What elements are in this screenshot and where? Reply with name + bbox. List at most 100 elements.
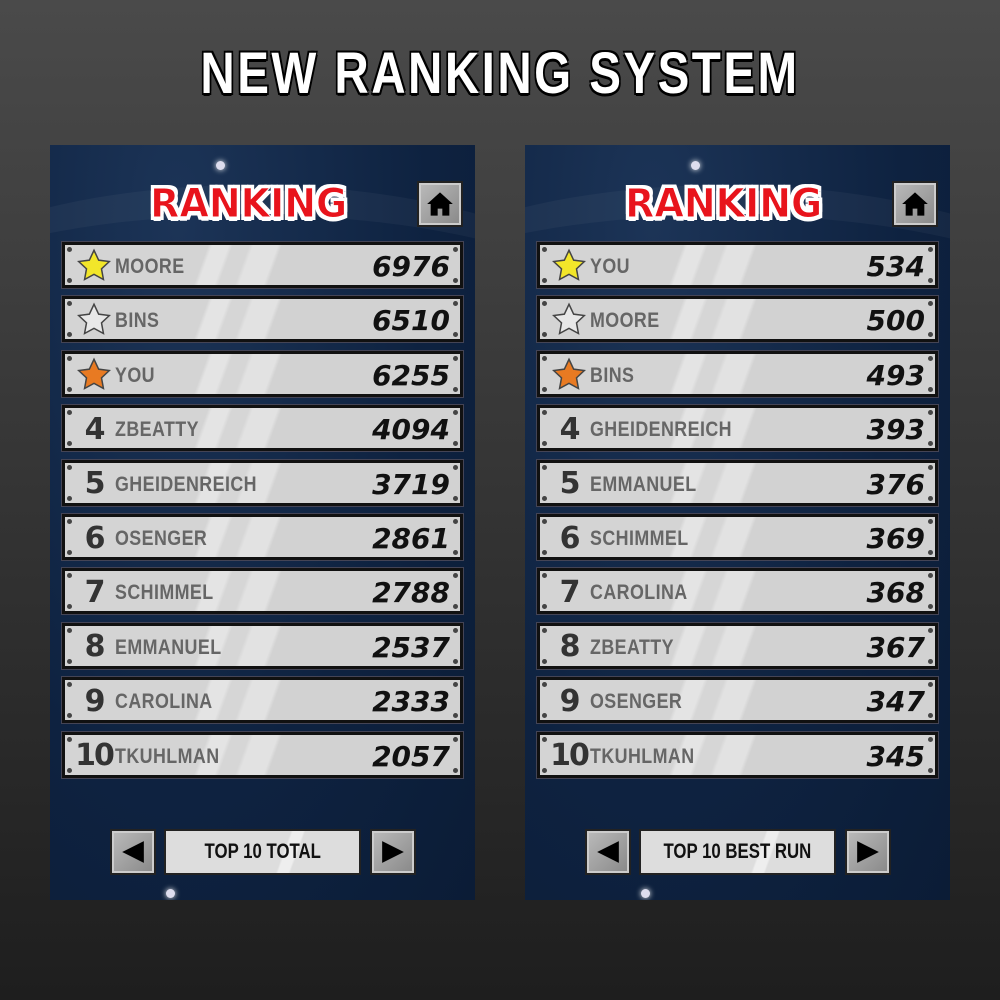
rank-number: 9: [559, 683, 581, 719]
rank-number: 4: [559, 411, 581, 447]
panel-title: RANKING: [624, 181, 823, 228]
player-name: MOORE: [115, 255, 185, 278]
player-name: TKUHLMAN: [590, 744, 695, 768]
silver-star-icon: [550, 301, 588, 339]
leaderboard-row: MOORE 6976: [62, 242, 463, 288]
arrow-left-icon: [122, 841, 144, 863]
rank-number: 7: [84, 574, 106, 610]
player-name: CAROLINA: [590, 581, 688, 605]
player-name: OSENGER: [590, 690, 683, 714]
rank-number: 6: [84, 520, 106, 556]
player-score: 6255: [372, 358, 450, 392]
player-name: CAROLINA: [115, 690, 213, 714]
leaderboard-row: 5 EMMANUEL 376: [537, 459, 938, 506]
player-score: 347: [866, 685, 925, 719]
previous-button[interactable]: [110, 829, 156, 875]
next-button[interactable]: [370, 829, 416, 875]
player-name: ZBEATTY: [590, 635, 674, 659]
arrow-right-icon: [382, 841, 404, 863]
leaderboard-row: 9 OSENGER 347: [537, 677, 938, 724]
panel-title: RANKING: [149, 181, 348, 228]
leaderboard-row: MOORE 500: [537, 296, 938, 343]
leaderboard-row: 4 GHEIDENREICH 393: [537, 405, 938, 452]
rank-number: 6: [559, 520, 581, 556]
leaderboard-row: 10 TKUHLMAN 345: [537, 731, 938, 778]
player-score: 369: [866, 522, 925, 555]
player-score: 2333: [372, 685, 450, 719]
leaderboard-row: BINS 6510: [62, 296, 463, 343]
home-icon: [902, 192, 928, 216]
player-score: 500: [866, 304, 925, 338]
player-score: 4094: [372, 413, 450, 447]
player-score: 367: [866, 630, 925, 664]
player-score: 376: [866, 467, 925, 501]
leaderboard-row: 4 ZBEATTY 4094: [62, 405, 463, 452]
rank-number: 7: [559, 574, 581, 610]
bronze-star-icon: [550, 356, 588, 394]
rank-number: 4: [84, 411, 106, 447]
player-name: GHEIDENREICH: [590, 418, 732, 442]
player-score: 2057: [372, 739, 450, 773]
ranking-panel: RANKING MOORE 6976 BINS 6510 YOU 6255 4 …: [50, 145, 475, 900]
decor-dot: [641, 889, 650, 898]
ranking-panel: RANKING YOU 534 MOORE 500 BINS 493 4 GHE…: [525, 145, 950, 900]
decor-dot: [216, 161, 225, 170]
rank-number: 8: [84, 629, 106, 665]
leaderboard-row: 9 CAROLINA 2333: [62, 677, 463, 724]
player-name: SCHIMMEL: [590, 527, 689, 550]
leaderboard-row: 8 ZBEATTY 367: [537, 622, 938, 669]
decor-dot: [166, 889, 175, 898]
next-button[interactable]: [845, 829, 891, 875]
gold-star-icon: [550, 247, 588, 285]
arrow-right-icon: [857, 841, 879, 863]
player-name: BINS: [590, 363, 635, 387]
leaderboard-row: 6 OSENGER 2861: [62, 514, 463, 560]
player-name: OSENGER: [115, 527, 208, 550]
player-name: TKUHLMAN: [115, 744, 220, 768]
player-score: 2537: [372, 630, 450, 664]
rank-number: 9: [84, 683, 106, 719]
home-icon: [427, 192, 453, 216]
home-button[interactable]: [417, 181, 463, 227]
player-score: 2861: [372, 522, 450, 555]
player-score: 3719: [372, 467, 450, 501]
rank-number: 5: [559, 466, 581, 502]
player-name: SCHIMMEL: [115, 581, 214, 605]
headline: NEW RANKING SYSTEM: [200, 41, 800, 106]
player-name: MOORE: [590, 309, 660, 333]
leaderboard-mode-label: TOP 10 TOTAL: [164, 829, 361, 875]
rank-number: 10: [75, 738, 115, 774]
decor-dot: [691, 161, 700, 170]
leaderboard-row: 5 GHEIDENREICH 3719: [62, 459, 463, 506]
leaderboard-row: 7 SCHIMMEL 2788: [62, 568, 463, 615]
previous-button[interactable]: [585, 829, 631, 875]
rank-number: 5: [84, 466, 106, 502]
player-name: ZBEATTY: [115, 418, 199, 442]
player-name: GHEIDENREICH: [115, 472, 257, 496]
leaderboard-row: 8 EMMANUEL 2537: [62, 622, 463, 669]
player-score: 6510: [372, 304, 450, 338]
player-score: 368: [866, 576, 925, 610]
player-name: BINS: [115, 309, 160, 333]
leaderboard-row: 7 CAROLINA 368: [537, 568, 938, 615]
leaderboard-row: YOU 534: [537, 242, 938, 288]
leaderboard-row: 10 TKUHLMAN 2057: [62, 731, 463, 778]
player-name: EMMANUEL: [590, 472, 697, 496]
bronze-star-icon: [75, 356, 113, 394]
silver-star-icon: [75, 301, 113, 339]
player-score: 345: [866, 739, 925, 773]
leaderboard-row: YOU 6255: [62, 350, 463, 397]
arrow-left-icon: [597, 841, 619, 863]
player-name: YOU: [590, 255, 630, 278]
rank-number: 8: [559, 629, 581, 665]
leaderboard-mode-label: TOP 10 BEST RUN: [639, 829, 836, 875]
player-score: 534: [866, 250, 925, 283]
player-name: EMMANUEL: [115, 635, 222, 659]
rank-number: 10: [550, 738, 590, 774]
leaderboard-row: 6 SCHIMMEL 369: [537, 514, 938, 560]
player-score: 393: [866, 413, 925, 447]
player-score: 6976: [372, 250, 450, 283]
gold-star-icon: [75, 247, 113, 285]
leaderboard-row: BINS 493: [537, 350, 938, 397]
home-button[interactable]: [892, 181, 938, 227]
